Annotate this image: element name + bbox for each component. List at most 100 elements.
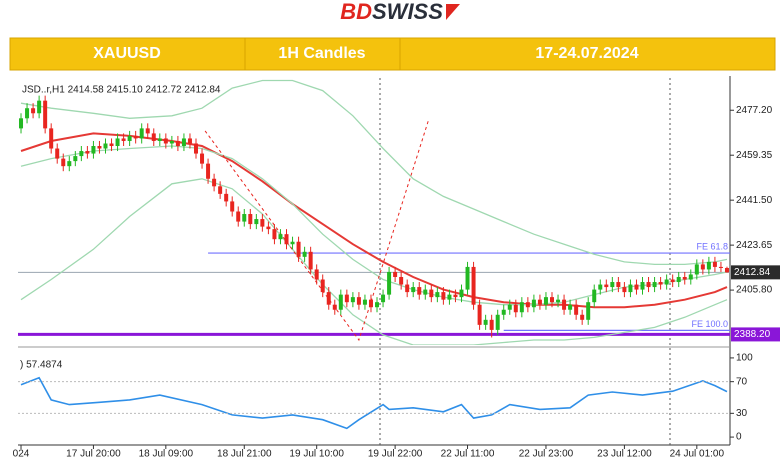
candle-body [97, 146, 102, 149]
x-tick-label: 23 Jul 12:00 [597, 449, 652, 460]
candle-body [302, 251, 307, 257]
candle-body [332, 304, 337, 310]
candle-body [127, 135, 132, 141]
candle-body [646, 282, 651, 288]
candle-body [187, 138, 192, 144]
candle-body [181, 138, 186, 147]
candle-body [248, 214, 253, 225]
indicator-line [20, 132, 728, 309]
y-tick-label: 2477.20 [736, 105, 773, 116]
candle-body [586, 302, 591, 320]
candle-body [73, 156, 78, 162]
candle-body [441, 292, 446, 300]
rsi-tick-label: 100 [736, 353, 753, 364]
candle-body [67, 161, 72, 167]
candle-body [43, 100, 48, 129]
candle-body [368, 299, 373, 308]
candle-body [109, 143, 114, 147]
candle-body [284, 234, 289, 245]
x-tick-label: 18 Jul 09:00 [139, 449, 194, 460]
candle-body [79, 151, 84, 157]
candle-body [519, 302, 524, 313]
candle-body [230, 201, 235, 212]
candle-body [362, 299, 367, 305]
logo-swiss: SWISS [372, 0, 443, 24]
candle-body [375, 302, 380, 308]
candle-body [550, 297, 554, 303]
candle-body [326, 292, 331, 305]
candle-body [604, 284, 609, 288]
banner-symbol: XAUUSD [93, 45, 161, 62]
candle-body [718, 266, 723, 268]
candle-body [459, 289, 464, 298]
candle-body [224, 193, 229, 202]
candle-body [453, 294, 458, 298]
candle-body [423, 289, 428, 295]
candle-body [724, 267, 729, 273]
candle-body [411, 287, 416, 293]
indicator-line [20, 145, 728, 306]
candle-body [200, 153, 205, 164]
candle-body [338, 294, 343, 310]
candle-body [145, 128, 150, 134]
price-tag-label: 2388.20 [734, 329, 771, 340]
candle-body [700, 264, 705, 270]
candle-body [290, 241, 295, 245]
candle-body [296, 241, 301, 257]
candle-body [489, 319, 494, 330]
candle-body [157, 138, 162, 141]
candle-body [592, 289, 597, 303]
candle-body [31, 108, 36, 114]
candle-body [495, 314, 500, 330]
candle-body [670, 279, 675, 283]
rsi-tick-label: 0 [736, 432, 742, 443]
candle-body [628, 284, 633, 293]
candle-body [387, 271, 392, 295]
candle-body [658, 282, 663, 285]
symbol-info: JSD..r,H1 2414.58 2415.10 2412.72 2412.8… [22, 85, 221, 96]
candle-body [278, 234, 283, 240]
x-tick-label: 22 Jul 11:00 [441, 449, 495, 460]
price-tag-label: 2412.84 [734, 267, 771, 278]
rsi-tick-label: 30 [736, 408, 748, 419]
candle-body [471, 266, 476, 305]
candle-body [163, 138, 168, 144]
banner-dates: 17-24.07.2024 [535, 45, 638, 62]
candle-body [19, 118, 24, 129]
candle-body [531, 299, 536, 308]
candle-body [194, 143, 198, 154]
candle-body [254, 219, 259, 225]
candle-body [507, 304, 512, 310]
candle-body [260, 219, 265, 227]
candle-body [640, 282, 645, 290]
plot-area [18, 79, 730, 345]
candle-body [308, 251, 313, 270]
candle-body [139, 128, 144, 139]
candle-body [320, 279, 325, 293]
candle-body [568, 304, 573, 310]
candle-body [543, 297, 548, 305]
candle-body [465, 266, 470, 290]
x-tick-label: 024 [13, 449, 30, 460]
candle-body [712, 261, 717, 267]
candle-body [399, 276, 404, 285]
candle-body [574, 304, 579, 315]
y-tick-label: 2459.35 [736, 150, 773, 161]
candle-body [169, 140, 174, 144]
candle-body [634, 284, 639, 290]
candle-body [266, 226, 271, 230]
candle-body [236, 211, 241, 222]
x-tick-label: 17 Jul 20:00 [66, 449, 121, 460]
x-tick-label: 24 Jul 01:00 [670, 449, 725, 460]
candle-body [218, 186, 223, 194]
candle-body [622, 287, 627, 293]
candle-body [212, 178, 217, 187]
candle-body [393, 271, 398, 277]
candle-body [652, 282, 657, 288]
x-tick-label: 18 Jul 21:00 [217, 449, 272, 460]
candle-body [706, 261, 711, 270]
candle-body [664, 279, 669, 285]
candle-body [133, 135, 138, 139]
banner-timeframe: 1H Candles [278, 45, 365, 62]
